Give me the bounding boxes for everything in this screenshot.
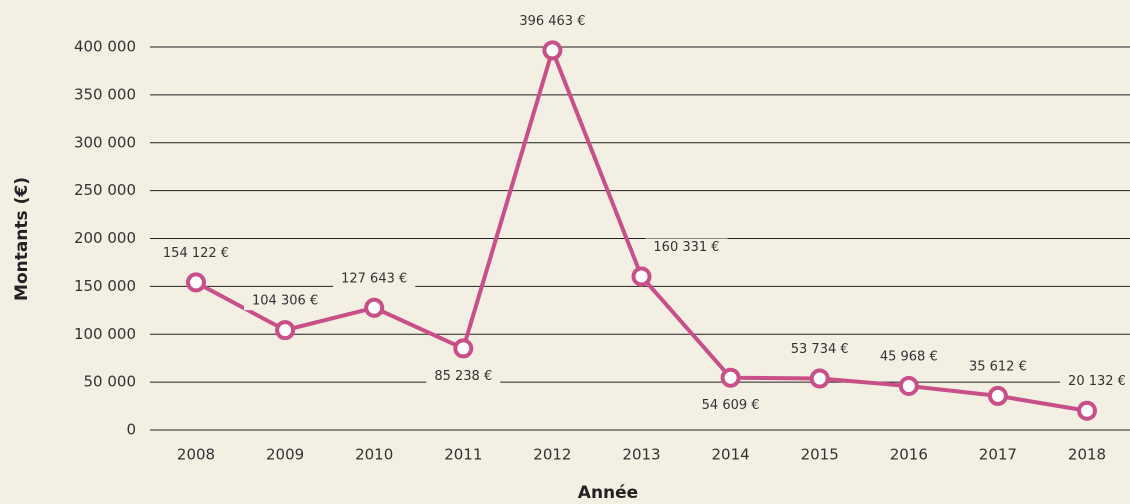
value-label: 54 609 € (702, 398, 760, 413)
y-tick-label: 100 000 (74, 325, 136, 343)
x-tick-label: 2013 (622, 446, 660, 464)
value-label: 160 331 € (653, 240, 719, 255)
x-tick-label: 2018 (1068, 446, 1106, 464)
marker (186, 272, 206, 293)
value-label: 20 132 € (1068, 374, 1126, 389)
y-tick-label: 200 000 (74, 229, 136, 247)
x-axis-title: Année (578, 483, 638, 503)
y-tick-label: 300 000 (74, 133, 136, 151)
label-background (1060, 372, 1130, 391)
value-label: 154 122 € (163, 246, 229, 261)
marker (898, 375, 919, 396)
y-tick-label: 150 000 (74, 277, 136, 295)
label-background (154, 244, 238, 263)
value-label: 85 238 € (434, 369, 492, 384)
value-label: 127 643 € (341, 271, 407, 286)
label-background (511, 12, 594, 31)
y-tick-label: 400 000 (74, 38, 136, 56)
label-background (871, 347, 946, 366)
marker (720, 367, 741, 388)
value-label: 104 306 € (252, 294, 318, 309)
label-background (645, 238, 728, 257)
marker (453, 338, 474, 359)
marker (987, 385, 1008, 406)
marker (631, 266, 652, 287)
marker (275, 320, 296, 341)
value-label: 53 734 € (791, 342, 849, 357)
y-tick-label: 350 000 (74, 85, 136, 103)
marker (364, 297, 385, 318)
x-tick-label: 2017 (979, 446, 1017, 464)
x-tick-label: 2014 (712, 446, 750, 464)
y-tick-label: 0 (126, 421, 136, 439)
label-background (244, 292, 327, 311)
value-label: 35 612 € (969, 359, 1027, 374)
x-tick-label: 2008 (177, 446, 215, 464)
x-tick-label: 2015 (801, 446, 839, 464)
y-tick-label: 250 000 (74, 181, 136, 199)
label-background (426, 367, 501, 386)
label-background (693, 396, 768, 415)
value-label: 396 463 € (519, 14, 585, 29)
label-background (960, 357, 1035, 376)
x-tick-label: 2012 (533, 446, 571, 464)
y-tick-label: 50 000 (84, 373, 137, 391)
x-tick-label: 2016 (890, 446, 928, 464)
label-background (782, 340, 857, 359)
marker (809, 368, 830, 389)
y-axis-title: Montants (€) (12, 177, 32, 301)
label-background (333, 269, 416, 288)
x-tick-label: 2010 (355, 446, 393, 464)
marker (542, 40, 563, 61)
marker (1077, 400, 1097, 421)
x-tick-label: 2011 (444, 446, 482, 464)
value-label: 45 968 € (880, 349, 938, 364)
x-tick-label: 2009 (266, 446, 304, 464)
